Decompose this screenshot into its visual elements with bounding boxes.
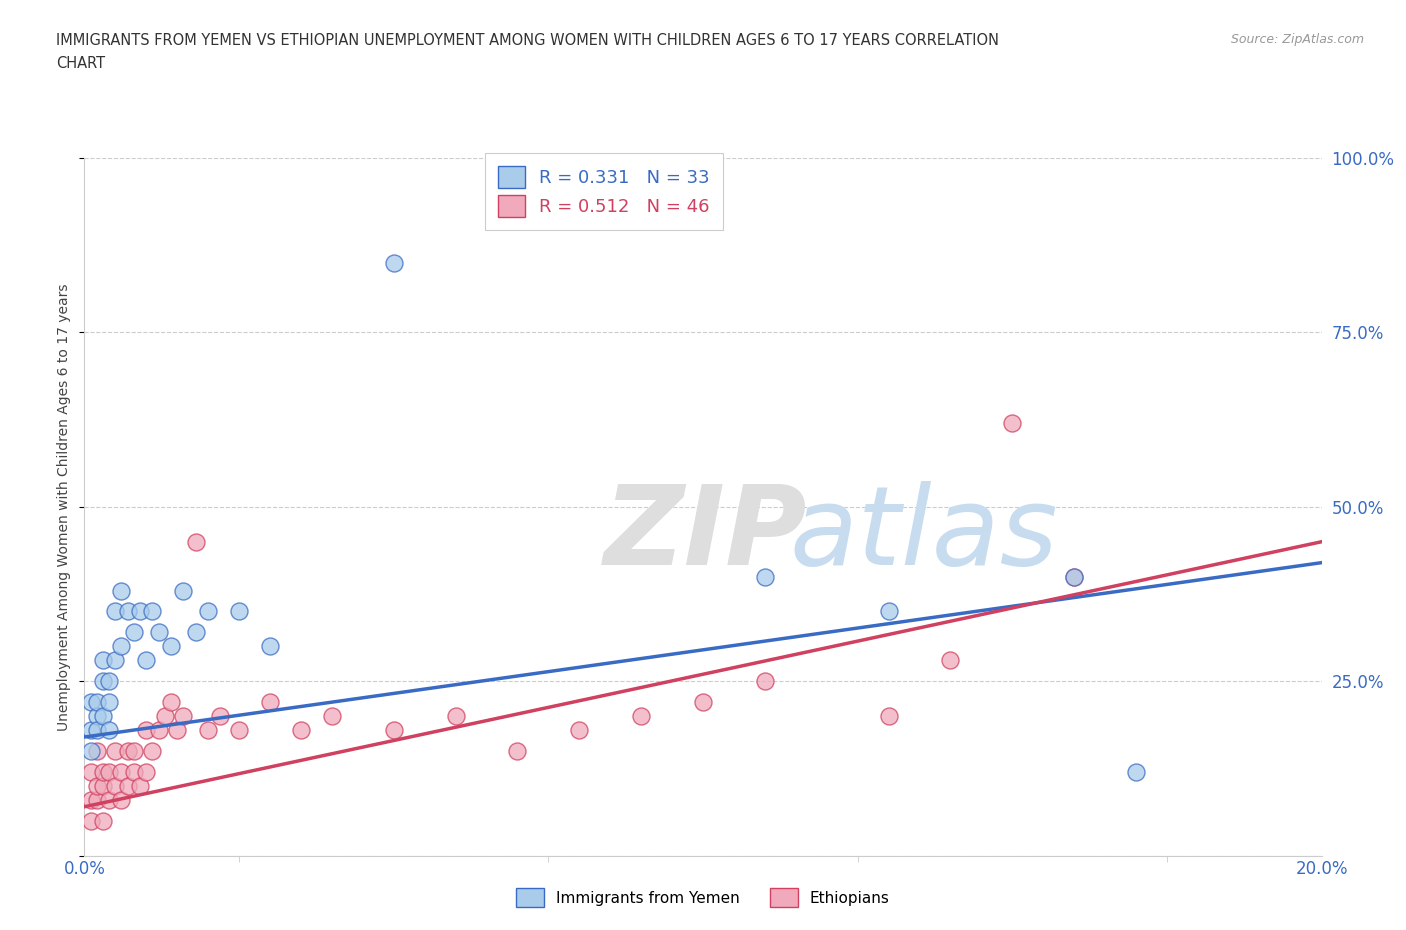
Point (91, 764, 114, 779)
Legend: R = 0.331   N = 33, R = 0.512   N = 46: R = 0.331 N = 33, R = 0.512 N = 46 (485, 153, 723, 230)
Point (110, 764, 132, 779)
Point (104, 744, 127, 759)
Point (91, 778, 114, 793)
Point (117, 778, 139, 793)
Point (321, 709, 343, 724)
Text: CHART: CHART (56, 56, 105, 71)
Point (290, 723, 312, 737)
Point (754, 569, 776, 584)
Y-axis label: Unemployment Among Women with Children Ages 6 to 17 years: Unemployment Among Women with Children A… (56, 283, 70, 731)
Point (1001, 416, 1024, 431)
Point (91, 673, 114, 688)
Point (79, 764, 101, 779)
Point (122, 744, 145, 759)
Point (79, 813, 101, 829)
Point (110, 792, 132, 807)
Point (122, 764, 145, 779)
Point (86, 709, 108, 724)
Point (877, 709, 900, 724)
Point (110, 639, 132, 654)
Point (184, 534, 207, 549)
Point (129, 604, 152, 619)
Point (86, 723, 108, 737)
Point (104, 778, 127, 793)
Point (166, 723, 188, 737)
Point (153, 709, 176, 724)
Point (259, 639, 281, 654)
Point (1063, 569, 1085, 584)
Point (382, 723, 405, 737)
Point (79, 744, 101, 759)
Point (98, 723, 121, 737)
Point (117, 744, 139, 759)
Point (1063, 569, 1085, 584)
Point (692, 695, 714, 710)
Point (91, 709, 114, 724)
Point (91, 813, 114, 829)
Point (148, 625, 170, 640)
Point (79, 723, 101, 737)
Point (444, 709, 467, 724)
Point (172, 583, 194, 598)
Point (104, 653, 127, 668)
Point (939, 653, 962, 668)
Point (197, 604, 219, 619)
Text: ZIP: ZIP (605, 481, 807, 589)
Point (568, 723, 591, 737)
Point (209, 709, 232, 724)
Point (98, 792, 121, 807)
Point (86, 695, 108, 710)
Text: IMMIGRANTS FROM YEMEN VS ETHIOPIAN UNEMPLOYMENT AMONG WOMEN WITH CHILDREN AGES 6: IMMIGRANTS FROM YEMEN VS ETHIOPIAN UNEMP… (56, 33, 1000, 47)
Point (382, 256, 405, 271)
Point (91, 653, 114, 668)
Point (86, 792, 108, 807)
Point (129, 778, 152, 793)
Point (141, 604, 163, 619)
Point (98, 764, 121, 779)
Point (228, 723, 250, 737)
Point (877, 604, 900, 619)
Point (630, 709, 652, 724)
Point (86, 744, 108, 759)
Point (1125, 764, 1147, 779)
Point (754, 673, 776, 688)
Point (98, 673, 121, 688)
Point (79, 695, 101, 710)
Text: atlas: atlas (790, 481, 1059, 589)
Point (197, 723, 219, 737)
Point (135, 764, 157, 779)
Point (506, 744, 529, 759)
Point (172, 709, 194, 724)
Point (110, 583, 132, 598)
Point (135, 653, 157, 668)
Point (79, 792, 101, 807)
Text: Source: ZipAtlas.com: Source: ZipAtlas.com (1230, 33, 1364, 46)
Point (160, 695, 183, 710)
Point (135, 723, 157, 737)
Point (228, 604, 250, 619)
Point (117, 604, 139, 619)
Point (141, 744, 163, 759)
Point (259, 695, 281, 710)
Point (104, 604, 127, 619)
Point (98, 695, 121, 710)
Point (122, 625, 145, 640)
Point (148, 723, 170, 737)
Point (86, 778, 108, 793)
Point (160, 639, 183, 654)
Legend: Immigrants from Yemen, Ethiopians: Immigrants from Yemen, Ethiopians (510, 883, 896, 913)
Point (184, 625, 207, 640)
